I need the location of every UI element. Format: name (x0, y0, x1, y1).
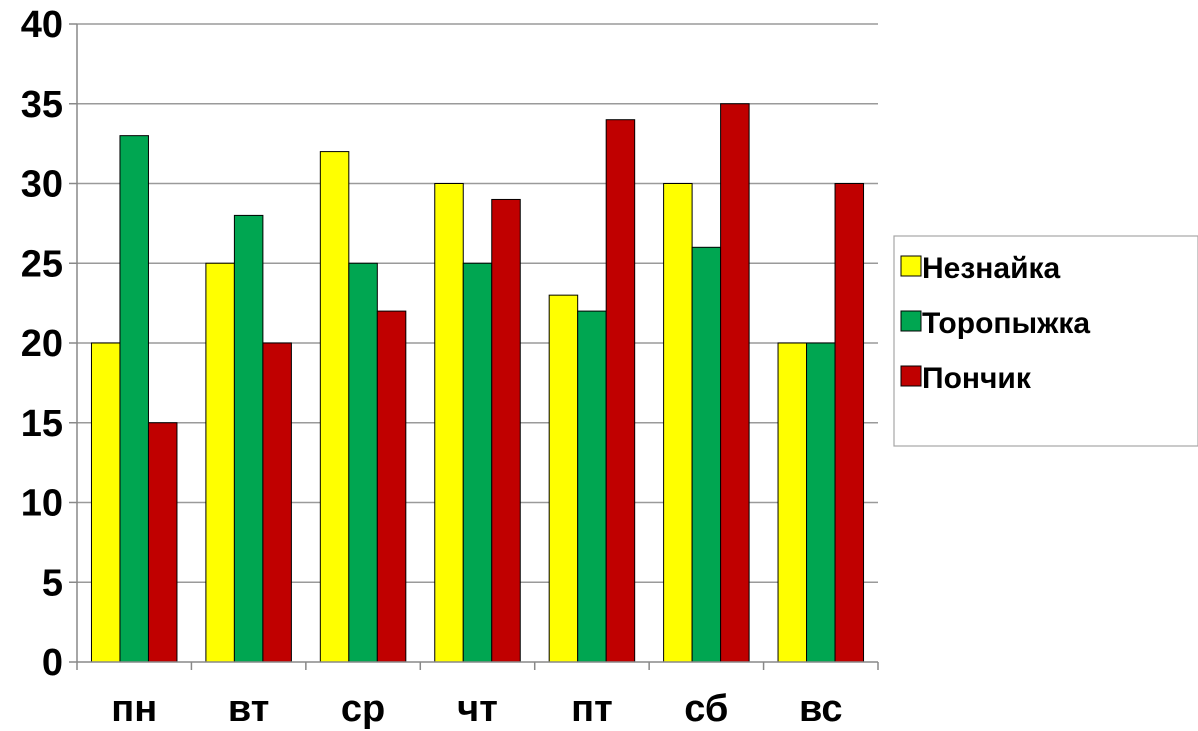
legend-swatch (900, 310, 922, 332)
y-axis-ticks: 0 5 10 15 20 25 30 35 40 (21, 4, 77, 684)
bar (233, 214, 264, 663)
bar (605, 119, 636, 663)
y-tick-label: 15 (21, 403, 63, 445)
bar (806, 342, 836, 663)
bar (434, 183, 464, 663)
x-axis-ticks: пн вт ср чт пт сб вс (76, 662, 879, 730)
y-tick-label: 25 (21, 243, 63, 285)
bar (834, 183, 865, 663)
bar (577, 310, 607, 663)
legend-label: Незнайка (922, 252, 1061, 285)
legend-label: Пончик (922, 362, 1032, 395)
legend-swatch (900, 365, 922, 387)
bar (548, 294, 579, 663)
bar (205, 262, 235, 663)
y-tick-label: 35 (21, 84, 63, 126)
bar (376, 310, 407, 663)
bar (90, 342, 121, 663)
y-tick-label: 5 (42, 562, 63, 604)
x-tick-label: сб (684, 688, 728, 730)
x-tick-label: вт (228, 688, 269, 730)
y-tick-label: 30 (21, 164, 63, 206)
bars (90, 103, 865, 663)
bar (147, 422, 178, 663)
bar (262, 342, 292, 663)
bar (119, 135, 149, 663)
x-tick-label: вс (799, 688, 843, 730)
bar (319, 151, 350, 663)
y-tick-label: 40 (21, 4, 63, 46)
legend-box (893, 235, 1198, 447)
y-tick-label: 0 (42, 642, 63, 684)
bar (348, 262, 378, 663)
bar (777, 342, 808, 663)
x-tick-label: ср (341, 688, 385, 730)
bar (663, 183, 693, 663)
x-tick-label: пн (111, 688, 157, 730)
bar (720, 103, 750, 663)
legend: Незнайка Торопыжка Пончик (893, 235, 1198, 447)
legend-swatch (900, 255, 922, 277)
x-tick-label: чт (457, 688, 498, 730)
x-tick-label: пт (571, 688, 613, 730)
bar (491, 198, 521, 663)
bar (462, 262, 493, 663)
legend-label: Торопыжка (922, 307, 1090, 340)
y-tick-label: 10 (21, 483, 63, 525)
bar (691, 246, 722, 663)
axes (76, 24, 878, 663)
y-tick-label: 20 (21, 323, 63, 365)
